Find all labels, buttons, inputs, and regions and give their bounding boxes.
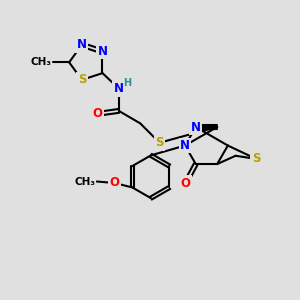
Text: O: O <box>110 176 119 190</box>
Text: S: S <box>78 73 86 86</box>
Text: O: O <box>92 107 102 120</box>
Text: H: H <box>123 78 131 88</box>
Text: S: S <box>155 136 164 149</box>
Text: S: S <box>252 152 260 165</box>
Text: N: N <box>191 121 201 134</box>
Text: CH₃: CH₃ <box>74 176 95 187</box>
Text: N: N <box>180 139 190 152</box>
Text: N: N <box>77 38 87 51</box>
Text: N: N <box>114 82 124 95</box>
Text: N: N <box>98 45 107 58</box>
Text: O: O <box>180 177 190 190</box>
Text: CH₃: CH₃ <box>30 57 51 67</box>
